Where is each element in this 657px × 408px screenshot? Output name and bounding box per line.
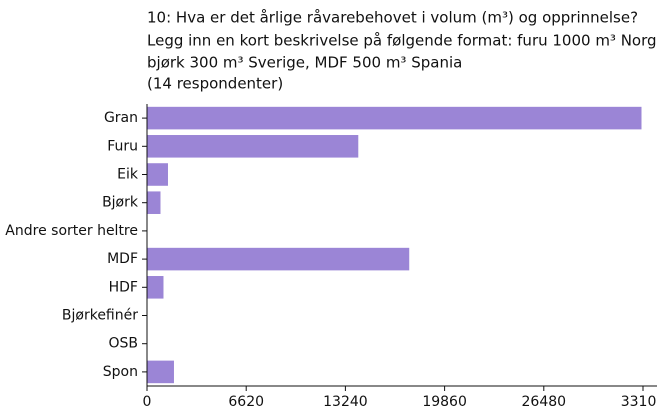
y-tick-label: Andre sorter heltre	[5, 223, 138, 239]
bar	[147, 135, 359, 158]
y-tick-label: Gran	[104, 110, 138, 126]
bar	[147, 247, 410, 271]
bar	[147, 106, 642, 130]
y-tick-label: OSB	[108, 336, 138, 352]
bar	[147, 163, 168, 186]
x-tick-label: 6620	[228, 394, 264, 408]
y-tick-label: MDF	[107, 251, 138, 267]
bar	[147, 360, 174, 384]
y-tick-label: HDF	[109, 279, 138, 295]
y-tick-label: Furu	[107, 138, 138, 154]
x-tick-label: 0	[143, 394, 152, 408]
y-tick-label: Bjørk	[102, 195, 139, 211]
x-tick-label: 13240	[323, 394, 368, 408]
x-tick-label: 26480	[522, 394, 567, 408]
chart-title: 10: Hva er det årlige råvarebehovet i vo…	[147, 9, 638, 27]
y-tick-label: Bjørkefinér	[62, 308, 138, 324]
chart-title: bjørk 300 m³ Sverige, MDF 500 m³ Spania	[147, 54, 462, 72]
bar	[147, 276, 164, 299]
x-tick-label: 33100	[621, 394, 657, 408]
y-tick-label: Eik	[117, 167, 139, 183]
chart-title: (14 respondenter)	[147, 75, 283, 93]
x-tick-label: 19860	[422, 394, 467, 408]
chart-title: Legg inn en kort beskrivelse på følgende…	[147, 32, 657, 50]
y-tick-label: Spon	[103, 364, 138, 380]
bar	[147, 191, 161, 214]
